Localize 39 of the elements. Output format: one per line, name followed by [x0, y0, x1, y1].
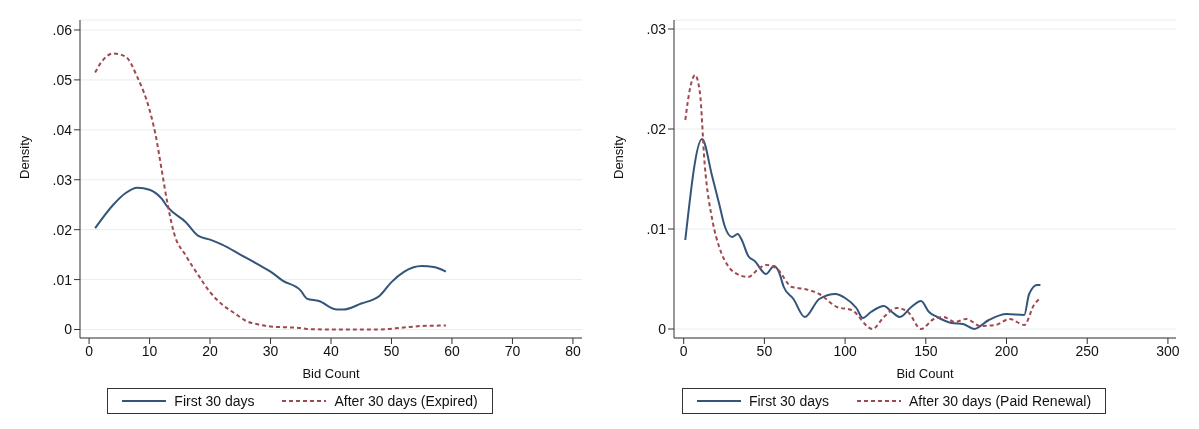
x-tick-label: 10	[141, 342, 158, 359]
y-axis-title: Density	[610, 135, 626, 179]
y-tick-label: .06	[52, 21, 73, 38]
line-series	[684, 74, 1042, 330]
y-tick-label: .01	[52, 271, 73, 288]
x-tick-label: 50	[756, 342, 773, 359]
line-series	[94, 186, 447, 311]
legend-label: First 30 days	[748, 393, 830, 409]
y-tick-label: 0	[64, 321, 73, 338]
y-tick-label: .03	[52, 171, 73, 188]
x-tick-label: 150	[914, 342, 938, 359]
x-tick-label: 250	[1075, 342, 1100, 359]
x-tick-label: 30	[262, 342, 279, 359]
x-tick-label: 0	[679, 342, 688, 359]
line-series	[94, 52, 447, 331]
x-tick-label: 60	[444, 342, 460, 359]
y-tick-label: 0	[658, 320, 667, 337]
line-series	[684, 138, 1042, 330]
x-tick-label: 40	[323, 342, 339, 359]
y-axis-title: Density	[16, 135, 32, 179]
legend-label: After 30 days (Expired)	[334, 393, 478, 409]
y-tick-label: .05	[52, 71, 73, 88]
x-axis-title: Bid Count	[896, 366, 954, 381]
x-tick-label: 200	[994, 342, 1019, 359]
y-tick-label: .01	[646, 220, 667, 237]
y-tick-label: .02	[52, 221, 73, 238]
y-tick-label: .03	[646, 20, 667, 37]
x-tick-label: 0	[85, 342, 94, 359]
legend-label: After 30 days (Paid Renewal)	[909, 393, 1092, 409]
x-tick-label: 100	[833, 342, 857, 359]
y-tick-label: .04	[52, 121, 73, 138]
x-tick-label: 300	[1156, 342, 1180, 359]
x-tick-label: 20	[202, 342, 219, 359]
x-tick-label: 80	[565, 342, 581, 359]
y-tick-label: .02	[646, 120, 667, 137]
legend-label: First 30 days	[174, 393, 255, 409]
x-tick-label: 50	[383, 342, 400, 359]
x-axis-title: Bid Count	[302, 366, 360, 381]
x-tick-label: 70	[504, 342, 521, 359]
